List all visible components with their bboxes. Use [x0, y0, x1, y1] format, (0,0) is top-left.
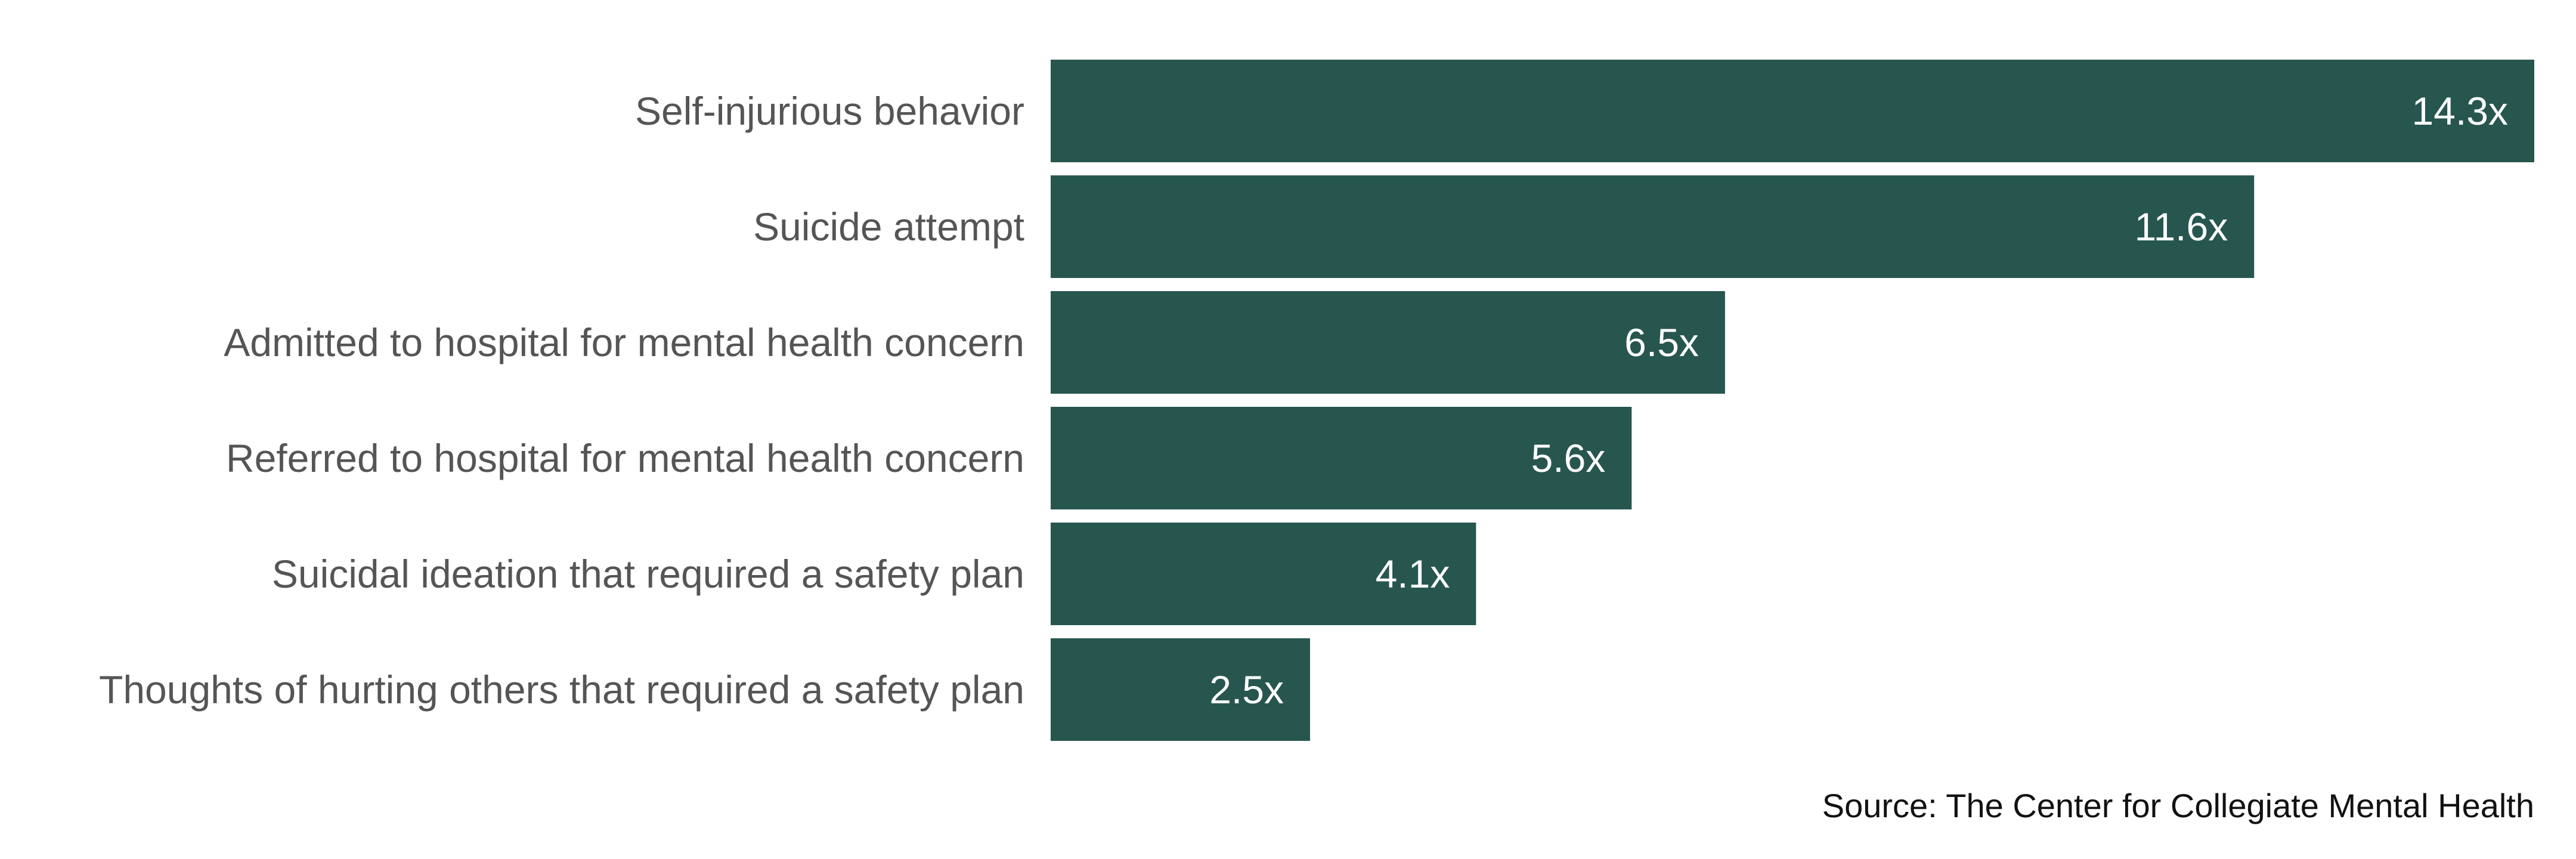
source-note: Source: The Center for Collegiate Mental… — [1822, 787, 2534, 824]
category-label: Self-injurious behavior — [635, 89, 1024, 133]
category-label: Thoughts of hurting others that required… — [99, 668, 1024, 712]
category-labels-group: Self-injurious behavior Suicide attempt Ad… — [99, 89, 1024, 712]
category-label: Suicidal ideation that required a safety… — [272, 552, 1024, 596]
value-label: 6.5x — [1624, 320, 1699, 364]
value-label: 5.6x — [1531, 436, 1606, 480]
bar-6 — [1051, 638, 1310, 741]
category-label: Admitted to hospital for mental health c… — [224, 320, 1024, 364]
bar-1 — [1051, 60, 2534, 162]
value-label: 14.3x — [2412, 89, 2508, 133]
bar-5 — [1051, 523, 1476, 625]
bar-4 — [1051, 407, 1632, 509]
category-label: Suicide attempt — [753, 205, 1024, 249]
value-label: 2.5x — [1209, 668, 1284, 712]
value-label: 11.6x — [2135, 205, 2228, 249]
value-labels-group: 14.3x 11.6x 6.5x 5.6x 4.1x 2.5x — [1209, 89, 2508, 712]
category-label: Referred to hospital for mental health c… — [226, 436, 1024, 480]
bar-2 — [1051, 175, 2255, 278]
bar-3 — [1051, 291, 1725, 394]
value-label: 4.1x — [1376, 552, 1450, 596]
bars-group — [1051, 60, 2534, 741]
